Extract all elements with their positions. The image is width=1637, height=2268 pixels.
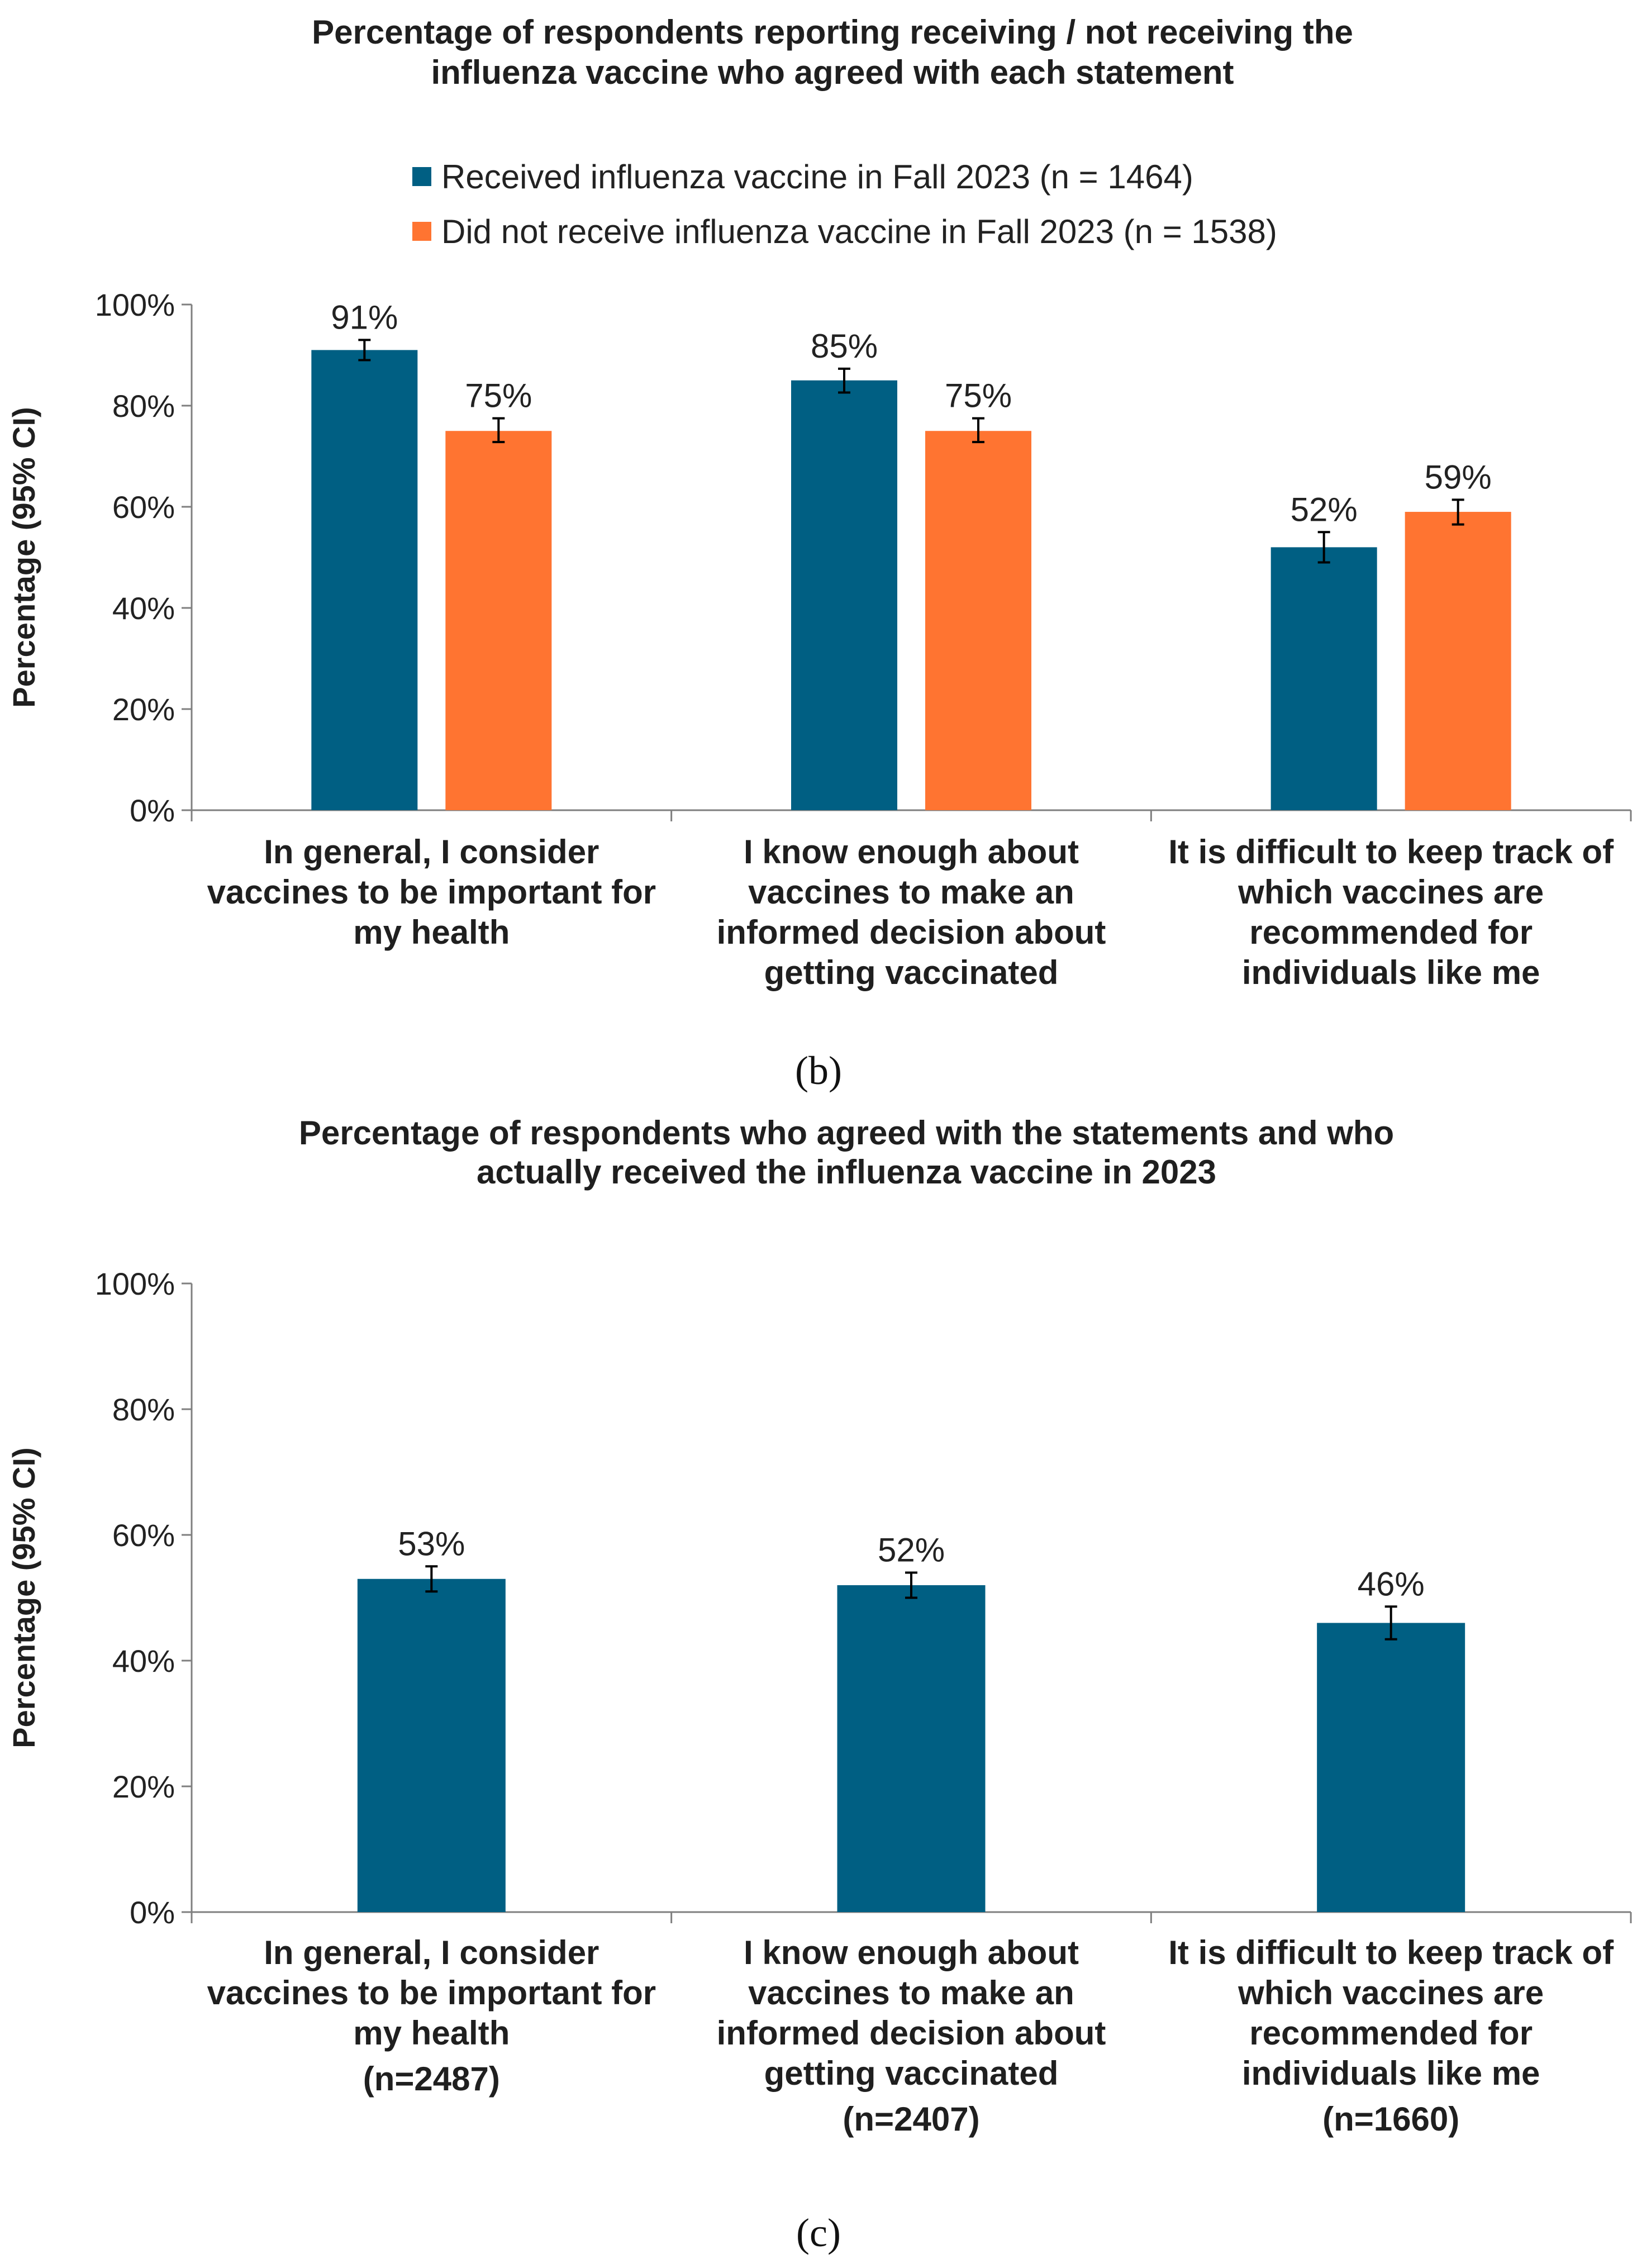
y-tick-label: 100%	[95, 1266, 175, 1301]
bar	[837, 1585, 986, 1912]
bar	[1270, 547, 1377, 810]
legend-entry: Received influenza vaccine in Fall 2023 …	[441, 158, 1193, 196]
data-label: 59%	[1425, 458, 1492, 496]
x-category-label: individuals like me	[1242, 954, 1540, 991]
x-category-label: (n=2407)	[843, 2100, 979, 2138]
data-label: 52%	[1291, 491, 1358, 528]
x-category-label: In general, I consider	[264, 1934, 599, 1971]
y-tick-label: 100%	[95, 287, 175, 322]
data-label: 53%	[398, 1525, 465, 1562]
bar	[1317, 1623, 1465, 1912]
x-category-label: which vaccines are	[1238, 873, 1544, 911]
y-tick-label: 20%	[112, 1769, 175, 1804]
x-category-label: my health	[353, 2014, 510, 2052]
x-category-label: my health	[353, 914, 510, 951]
bar	[445, 431, 552, 810]
x-category-label: getting vaccinated	[764, 2055, 1059, 2092]
x-category-label: individuals like me	[1242, 2055, 1540, 2092]
data-label: 85%	[811, 327, 878, 365]
chart-title-line: Percentage of respondents who agreed wit…	[299, 1114, 1394, 1152]
bar	[791, 380, 897, 810]
y-tick-label: 60%	[112, 1518, 175, 1553]
legend-entry: Did not receive influenza vaccine in Fal…	[441, 213, 1277, 250]
data-label: 75%	[465, 377, 532, 415]
y-tick-label: 40%	[112, 1643, 175, 1679]
y-axis-label: Percentage (95% CI)	[6, 1447, 41, 1748]
panel-label: (c)	[796, 2210, 841, 2255]
data-label: 91%	[331, 298, 398, 336]
x-category-label: which vaccines are	[1238, 1974, 1544, 2012]
x-category-label: It is difficult to keep track of	[1168, 1934, 1614, 1971]
bar	[311, 350, 418, 810]
chart-1: Percentage of respondents who agreed wit…	[6, 1114, 1632, 2255]
x-category-label: recommended for	[1249, 2014, 1533, 2052]
x-category-label: vaccines to make an	[748, 873, 1074, 911]
x-category-label: getting vaccinated	[764, 954, 1059, 991]
chart-title-line: actually received the influenza vaccine …	[477, 1153, 1216, 1191]
chart-title-line: Percentage of respondents reporting rece…	[312, 13, 1353, 51]
legend-swatch	[412, 167, 431, 186]
y-tick-label: 80%	[112, 1392, 175, 1427]
y-tick-label: 60%	[112, 489, 175, 525]
x-category-label: recommended for	[1249, 914, 1533, 951]
bar	[925, 431, 1031, 810]
bar	[357, 1578, 506, 1912]
x-category-label: (n=2487)	[363, 2060, 500, 2098]
y-tick-label: 40%	[112, 591, 175, 626]
x-category-label: I know enough about	[744, 833, 1079, 871]
y-tick-label: 20%	[112, 692, 175, 727]
x-category-label: It is difficult to keep track of	[1168, 833, 1614, 871]
chart-title-line: influenza vaccine who agreed with each s…	[431, 54, 1234, 91]
x-category-label: informed decision about	[717, 914, 1106, 951]
data-label: 46%	[1358, 1565, 1425, 1603]
x-category-label: vaccines to make an	[748, 1974, 1074, 2012]
x-category-label: informed decision about	[717, 2014, 1106, 2052]
x-category-label: I know enough about	[744, 1934, 1079, 1971]
legend-swatch	[412, 222, 431, 241]
y-tick-label: 0%	[130, 1895, 175, 1930]
data-label: 75%	[945, 377, 1012, 415]
bar	[1405, 512, 1511, 810]
x-category-label: vaccines to be important for	[207, 1974, 656, 2012]
panel-label: (b)	[795, 1048, 842, 1093]
y-axis-label: Percentage (95% CI)	[6, 407, 41, 707]
x-category-label: In general, I consider	[264, 833, 599, 871]
y-tick-label: 80%	[112, 388, 175, 424]
data-label: 52%	[878, 1532, 945, 1569]
x-category-label: (n=1660)	[1322, 2100, 1459, 2138]
chart-0: Percentage of respondents reporting rece…	[6, 13, 1632, 1093]
x-category-label: vaccines to be important for	[207, 873, 656, 911]
y-tick-label: 0%	[130, 793, 175, 828]
